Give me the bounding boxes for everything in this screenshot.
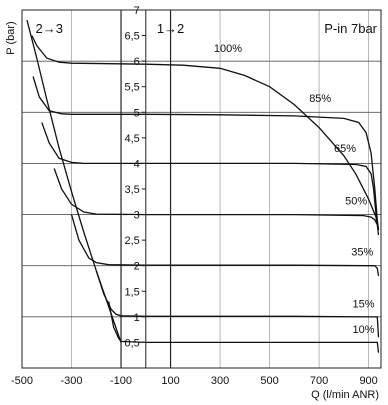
series-label: 65% — [334, 143, 356, 155]
y-axis-label: P (bar) — [5, 21, 17, 54]
x-tick-label: 500 — [260, 375, 278, 387]
x-tick-label: 900 — [359, 375, 377, 387]
y-tick-label: 3 — [134, 210, 140, 222]
x-axis-ticks: -500 -300 -100 100 300 500 700 900 — [11, 375, 378, 387]
series-10pct — [108, 301, 380, 353]
x-tick-label: 100 — [161, 375, 179, 387]
series-labels: 100% 85% 65% 50% 35% 15% 10% — [214, 43, 375, 336]
series-label: 35% — [351, 246, 373, 258]
series-layer — [26, 20, 380, 353]
series-label: 10% — [353, 324, 375, 336]
x-tick-label: -300 — [61, 375, 83, 387]
x-tick-label: 700 — [310, 375, 328, 387]
region-label: 1→2 — [157, 21, 184, 36]
series-50pct — [53, 168, 380, 236]
y-tick-label: 2,5 — [124, 235, 139, 247]
plot-frame — [21, 9, 382, 369]
x-tick-label: -100 — [110, 375, 132, 387]
y-tick-label: 3,5 — [124, 184, 139, 196]
region-label: 2→3 — [36, 21, 63, 36]
series-85pct — [32, 76, 380, 230]
y-tick-label: 7 — [134, 5, 140, 17]
y-tick-label: 5 — [134, 107, 140, 119]
series-label: 15% — [353, 299, 375, 311]
x-tick-label: -500 — [11, 375, 33, 387]
series-label: 50% — [345, 195, 367, 207]
y-tick-label: 0,5 — [124, 337, 139, 349]
supply-pressure-label: P-in 7bar — [324, 21, 377, 36]
y-tick-label: 1,5 — [124, 286, 139, 298]
y-tick-label: 4 — [134, 158, 140, 170]
y-tick-label: 2 — [134, 261, 140, 273]
series-label: 85% — [309, 93, 331, 105]
series-65pct — [41, 122, 380, 231]
series-label: 100% — [214, 43, 242, 55]
series-35pct — [70, 214, 380, 277]
y-tick-label: 4,5 — [124, 133, 139, 145]
y-tick-label: 6 — [134, 56, 140, 68]
x-tick-label: 300 — [211, 375, 229, 387]
series-100pct — [31, 35, 380, 231]
y-tick-label: 1 — [134, 312, 140, 324]
y-tick-label: 5,5 — [124, 82, 139, 94]
series-15pct — [95, 270, 380, 338]
y-tick-label: 6,5 — [124, 31, 139, 43]
region-labels: 2→3 1→2 — [36, 21, 185, 36]
series-exhaust-envelope — [26, 20, 122, 343]
x-axis-label: Q (l/min ANR) — [311, 389, 379, 401]
y-axis-ticks: 0,5 1 1,5 2 2,5 3 3,5 4 4,5 5 5,5 6 6,5 7 — [124, 5, 147, 368]
